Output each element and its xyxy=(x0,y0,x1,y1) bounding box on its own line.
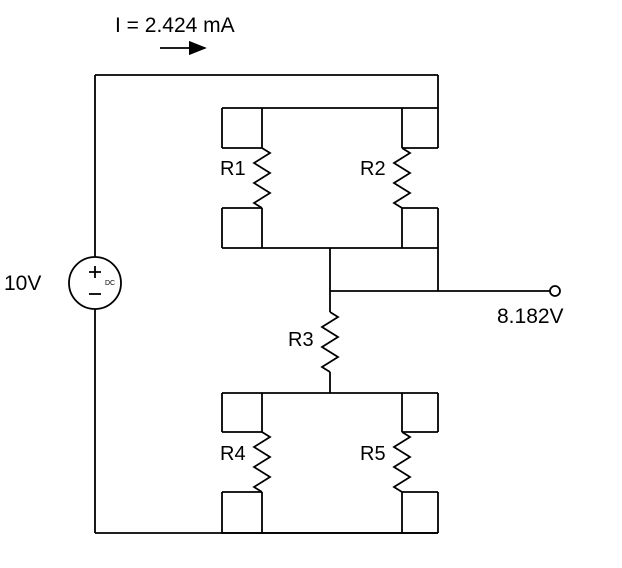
r4-label: R4 xyxy=(220,443,246,465)
resistor-r5 xyxy=(394,432,410,492)
resistor-r4 xyxy=(254,432,270,492)
source-voltage-label: 10V xyxy=(4,272,41,295)
resistor-r2 xyxy=(394,148,410,208)
source-dc-label: DC xyxy=(105,280,115,287)
r3-label: R3 xyxy=(288,329,314,351)
current-label: I = 2.424 mA xyxy=(115,14,235,37)
r2-label: R2 xyxy=(360,158,386,180)
node-voltage-label: 8.182V xyxy=(497,305,564,328)
resistor-r3 xyxy=(322,312,338,372)
resistor-r1 xyxy=(254,148,270,208)
r1-label: R1 xyxy=(220,158,246,180)
circuit-diagram: 10V DC I = 2.424 mA R1 R2 8.182V R3 R4 xyxy=(0,0,622,568)
r5-label: R5 xyxy=(360,443,386,465)
tap-node xyxy=(550,286,560,296)
